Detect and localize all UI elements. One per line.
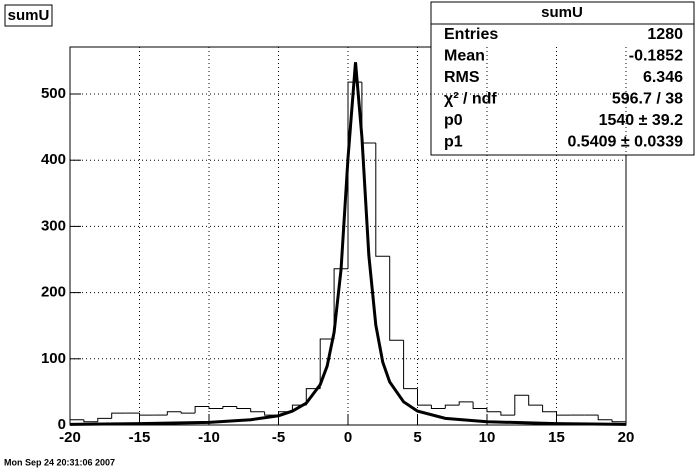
x-tick-label: -20 (59, 429, 81, 446)
histogram-bin (472, 401, 487, 409)
y-tick-label: 300 (41, 217, 66, 234)
stats-label: p0 (444, 112, 463, 129)
histogram-bin (83, 419, 98, 423)
histogram-bin (389, 256, 404, 341)
title-box (4, 4, 53, 27)
histogram-bin (194, 405, 209, 414)
x-tick-label: -10 (198, 429, 220, 446)
histogram-bin (236, 406, 251, 409)
x-tick-label: 5 (413, 429, 421, 446)
x-tick-label: -5 (272, 429, 285, 446)
y-tick-label: 0 (58, 416, 66, 433)
stats-value: -0.1852 (629, 48, 683, 65)
histogram-bin (208, 406, 223, 409)
histogram-bin (222, 405, 237, 409)
stats-box (430, 1, 695, 156)
histogram-bin (97, 417, 112, 422)
y-tick-label: 400 (41, 151, 66, 168)
histogram-bin (139, 413, 154, 416)
histogram-bin (250, 408, 265, 413)
stats-label: Mean (444, 48, 485, 65)
histogram-bin (403, 340, 418, 390)
x-tick-label: 15 (548, 429, 565, 446)
histogram-bin (500, 411, 515, 416)
histogram-bin (556, 411, 571, 416)
stats-title: sumU (541, 4, 583, 21)
histogram-bin (514, 394, 529, 416)
y-tick-label: 100 (41, 350, 66, 367)
x-tick-label: 0 (344, 429, 352, 446)
histogram-bin (486, 408, 501, 413)
histogram-bin (180, 411, 196, 414)
histogram-bin (542, 405, 557, 413)
chart-title: sumU (8, 7, 50, 24)
stats-label: Entries (444, 26, 498, 43)
stats-label: RMS (444, 69, 480, 86)
y-tick-label: 500 (41, 85, 66, 102)
stats-value: 1280 (647, 26, 683, 43)
stats-value: 1540 ± 39.2 (599, 112, 684, 129)
stats-label: p1 (444, 134, 463, 151)
fit-curve (69, 62, 627, 426)
histogram-bin (430, 405, 446, 409)
histogram-bin (417, 388, 432, 406)
histogram-bin (597, 415, 613, 421)
x-tick-label: -15 (129, 429, 151, 446)
histogram-bin (458, 401, 474, 406)
histogram-bin (444, 404, 460, 409)
x-tick-label: 10 (479, 429, 496, 446)
footer: Mon Sep 24 20:31:06 2007 (4, 457, 115, 467)
stats-label: χ² / ndf (444, 91, 497, 108)
stats-value: 596.7 / 38 (612, 91, 683, 108)
histogram-bin (333, 268, 348, 339)
histogram-bin (375, 142, 390, 257)
histogram-bin (528, 395, 543, 406)
stats-value: 6.346 (643, 69, 683, 86)
y-tick-label: 200 (41, 284, 66, 301)
stats-value: 0.5409 ± 0.0339 (567, 134, 683, 151)
histogram-bin (111, 412, 126, 419)
histogram-bin (166, 411, 182, 416)
x-tick-label: 20 (618, 429, 635, 446)
histogram-bin (319, 338, 335, 389)
